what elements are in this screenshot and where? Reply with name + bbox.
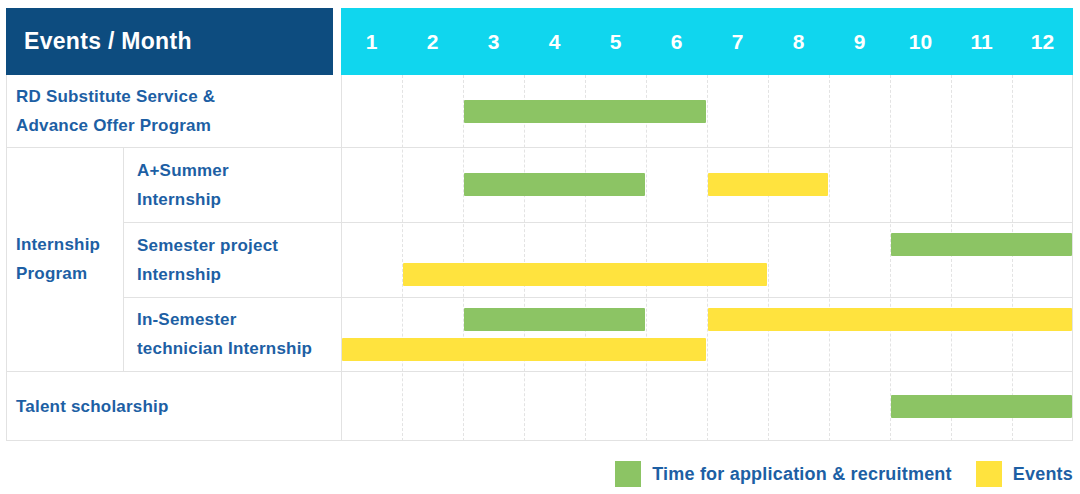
- month-label: 3: [463, 30, 524, 54]
- month-label: 4: [524, 30, 585, 54]
- legend-swatch-application-icon: [615, 461, 641, 487]
- row-label-line: Semester project: [137, 231, 341, 260]
- month-label: 6: [646, 30, 707, 54]
- group-label-internship-program: InternshipProgram: [6, 147, 123, 371]
- legend-swatch-events-icon: [976, 461, 1002, 487]
- table-header-title-cell: Events / Month: [6, 8, 333, 75]
- month-gridline: [524, 75, 525, 441]
- month-label: 2: [402, 30, 463, 54]
- row-label: Talent scholarship: [6, 371, 341, 441]
- gantt-bar-events: [403, 263, 767, 286]
- row-label-line: Internship: [137, 260, 341, 289]
- month-label: 12: [1012, 30, 1073, 54]
- month-gridline: [768, 75, 769, 441]
- row-label-line: Advance Offer Program: [16, 111, 341, 140]
- month-label: 9: [829, 30, 890, 54]
- month-gridline: [951, 75, 952, 441]
- legend: Time for application & recruitment Event…: [615, 459, 1073, 489]
- column-border: [341, 75, 342, 441]
- table-title: Events / Month: [24, 28, 192, 55]
- gantt-bar-application: [464, 100, 706, 123]
- legend-label-events: Events: [1013, 464, 1073, 485]
- month-gridline: [646, 75, 647, 441]
- month-gridline: [463, 75, 464, 441]
- table-body: InternshipProgramRD Substitute Service &…: [6, 75, 1073, 441]
- legend-item-events: Events: [976, 461, 1073, 487]
- month-label: 8: [768, 30, 829, 54]
- gantt-bar-events: [708, 173, 828, 196]
- month-label: 1: [341, 30, 402, 54]
- gantt-bar-application: [891, 395, 1072, 418]
- month-gridline: [707, 75, 708, 441]
- row-label-line: Internship: [137, 185, 341, 214]
- row-label-line: Program: [16, 259, 123, 288]
- month-header-strip: 123456789101112: [341, 8, 1073, 75]
- row-label-line: technician Internship: [137, 334, 341, 363]
- row-label: RD Substitute Service &Advance Offer Pro…: [6, 75, 341, 147]
- row-label-line: RD Substitute Service &: [16, 82, 341, 111]
- row-label-line: Talent scholarship: [16, 392, 341, 421]
- gantt-bar-events: [708, 308, 1072, 331]
- month-gridline: [585, 75, 586, 441]
- gantt-bar-events: [342, 338, 706, 361]
- month-gridline: [890, 75, 891, 441]
- month-label: 5: [585, 30, 646, 54]
- legend-item-application: Time for application & recruitment: [615, 461, 952, 487]
- column-border: [1072, 75, 1073, 441]
- month-label: 11: [951, 30, 1012, 54]
- row-label-line: Internship: [16, 230, 123, 259]
- schedule-table: Events / Month 123456789101112 Internshi…: [6, 8, 1073, 441]
- row-label-line: A+Summer: [137, 156, 341, 185]
- gantt-bar-application: [464, 173, 645, 196]
- gantt-schedule-chart: Events / Month 123456789101112 Internshi…: [0, 0, 1080, 494]
- row-label: A+SummerInternship: [123, 147, 341, 222]
- month-label: 10: [890, 30, 951, 54]
- row-label-line: In-Semester: [137, 305, 341, 334]
- month-gridline: [829, 75, 830, 441]
- row-label: In-Semestertechnician Internship: [123, 297, 341, 371]
- gantt-bar-application: [464, 308, 645, 331]
- month-gridline: [402, 75, 403, 441]
- row-label: Semester projectInternship: [123, 222, 341, 297]
- legend-label-application: Time for application & recruitment: [652, 464, 952, 485]
- month-gridline: [1012, 75, 1013, 441]
- gantt-bar-application: [891, 233, 1072, 256]
- month-label: 7: [707, 30, 768, 54]
